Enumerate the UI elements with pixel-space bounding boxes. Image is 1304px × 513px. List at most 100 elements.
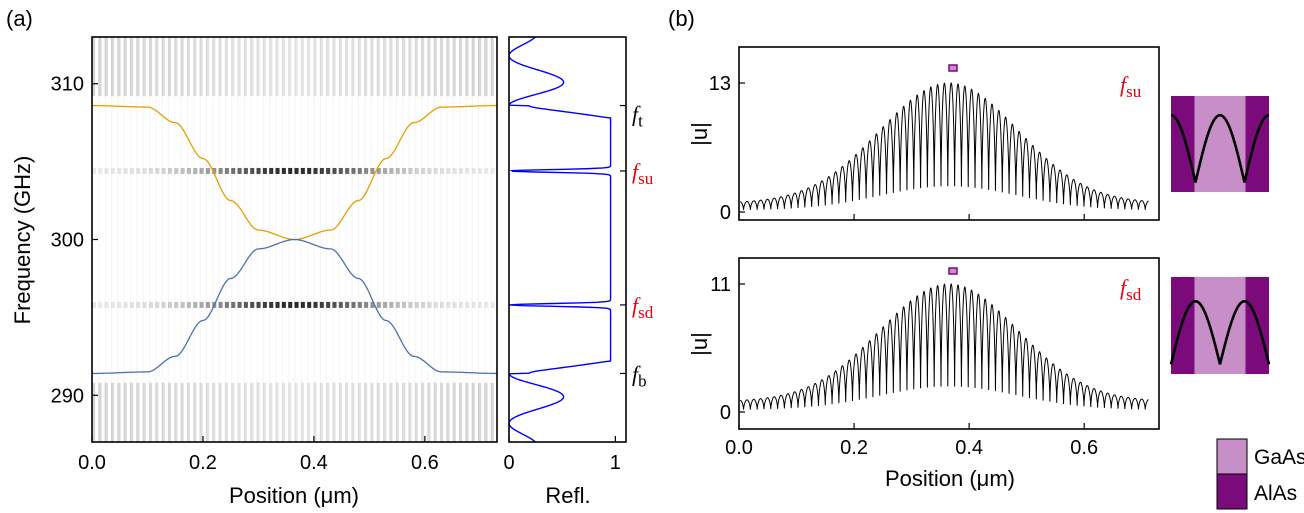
resonance-dot: [104, 301, 109, 308]
stopband-stripe: [427, 37, 431, 97]
frequency-labels: ft fsu fsd fb: [620, 102, 654, 390]
faint-stripe: [421, 37, 422, 442]
faint-stripe: [434, 37, 435, 442]
faint-stripe: [206, 37, 207, 442]
resonance-dot: [117, 167, 122, 174]
stopband-stripe: [212, 37, 216, 97]
resonance-dot: [199, 301, 204, 308]
resonance-dot: [421, 301, 426, 308]
resonance-dot: [136, 167, 141, 174]
alas-layer: [1245, 277, 1269, 374]
x-tick-label: 0.4: [300, 452, 328, 474]
resonance-dot: [471, 301, 476, 308]
resonance-dot: [471, 167, 476, 174]
stopband-stripe: [180, 382, 184, 442]
stopband-stripe: [155, 37, 159, 97]
stopband-stripe: [98, 37, 102, 97]
faint-stripe: [231, 37, 232, 442]
resonance-dot: [142, 301, 147, 308]
resonance-dot: [465, 301, 470, 308]
resonance-dot: [104, 167, 109, 174]
stopband-stripe: [319, 37, 323, 97]
stopband-stripe: [402, 37, 406, 97]
resonance-dot: [300, 301, 305, 308]
resonance-dot: [319, 301, 324, 308]
resonance-dot: [459, 301, 464, 308]
refl-x-tick-label: 1: [610, 452, 621, 474]
stopband-stripe: [218, 382, 222, 442]
gaas-layer: [1194, 277, 1246, 374]
mode-profile-x-axis-title: Position (μm): [885, 466, 1015, 491]
stopband-stripe: [351, 382, 355, 442]
faint-stripe: [370, 37, 371, 442]
stopband-stripe: [300, 382, 304, 442]
faint-stripe: [345, 37, 346, 442]
faint-stripe: [427, 37, 428, 442]
stopband-stripe: [180, 37, 184, 97]
stopband-stripe: [262, 37, 267, 97]
marker-su: [948, 64, 958, 72]
resonance-dot: [256, 167, 261, 174]
stopband-stripe: [370, 382, 374, 442]
resonance-dot: [117, 301, 122, 308]
stopband-stripe: [205, 382, 210, 442]
resonance-dot: [478, 167, 483, 174]
stopband-stripe: [243, 382, 248, 442]
stopband-stripe: [345, 37, 349, 97]
stopband-stripe: [326, 382, 330, 442]
stopband-stripe: [123, 37, 127, 97]
faint-stripe: [219, 37, 220, 442]
resonance-dot: [174, 167, 179, 174]
resonance-dot: [250, 167, 255, 174]
faint-stripe: [130, 37, 131, 442]
resonance-dot: [231, 167, 236, 174]
faint-stripe: [415, 37, 416, 442]
stopband-stripe: [326, 37, 330, 97]
unit-cell-inset-su: [1170, 96, 1270, 192]
resonance-dot: [212, 167, 217, 174]
faint-stripe: [98, 37, 99, 442]
stopband-stripe: [98, 382, 102, 442]
resonance-dot: [383, 167, 388, 174]
resonance-dot: [402, 167, 407, 174]
stopband-stripe: [307, 382, 311, 442]
stopband-stripe: [459, 382, 463, 442]
stopband-stripe: [446, 382, 450, 442]
stopband-stripe: [193, 37, 197, 97]
stopband-stripe: [110, 382, 115, 442]
resonance-dot: [148, 167, 154, 174]
resonance-dot: [307, 301, 312, 308]
faint-stripe: [453, 37, 454, 442]
stopband-stripe: [186, 382, 191, 442]
faint-stripe: [472, 37, 473, 442]
resonance-dot: [389, 167, 394, 174]
faint-stripe: [155, 37, 156, 442]
y-tick-label: 290: [51, 385, 84, 407]
resonance-dot: [351, 301, 356, 308]
resonance-dot: [433, 301, 438, 308]
profile-y-tick-label: 0: [720, 202, 731, 224]
stopband-stripe: [288, 382, 292, 442]
profile-y-tick-label: 11: [710, 274, 731, 296]
faint-stripe: [117, 37, 118, 442]
stopband-stripe: [478, 37, 482, 97]
resonance-dot: [110, 301, 116, 308]
resonance-dot: [250, 301, 255, 308]
stopband-stripe: [212, 382, 216, 442]
stopband-stripe: [465, 382, 469, 442]
stopband-stripe: [167, 37, 172, 97]
resonance-dot: [205, 167, 210, 174]
stopband-stripe: [465, 37, 469, 97]
stopband-stripe: [269, 37, 273, 97]
faint-stripe: [389, 37, 390, 442]
stopband-stripe: [294, 37, 298, 97]
stopband-stripe: [383, 37, 387, 97]
unit-cell-field: [1169, 299, 1271, 365]
resonance-dot: [243, 301, 248, 308]
resonance-dot: [167, 167, 172, 174]
faint-stripe: [136, 37, 137, 442]
resonance-dot: [370, 167, 375, 174]
resonance-dot: [408, 301, 413, 308]
stopband-stripe: [459, 37, 463, 97]
faint-stripe: [282, 37, 283, 442]
